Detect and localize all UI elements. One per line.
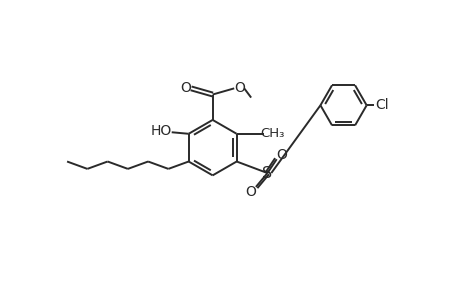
- Text: O: O: [276, 148, 287, 162]
- Text: S: S: [262, 166, 272, 181]
- Text: HO: HO: [150, 124, 171, 139]
- Text: O: O: [234, 81, 245, 94]
- Text: CH₃: CH₃: [260, 127, 285, 140]
- Text: O: O: [245, 184, 255, 199]
- Text: O: O: [180, 81, 191, 94]
- Text: Cl: Cl: [375, 98, 388, 112]
